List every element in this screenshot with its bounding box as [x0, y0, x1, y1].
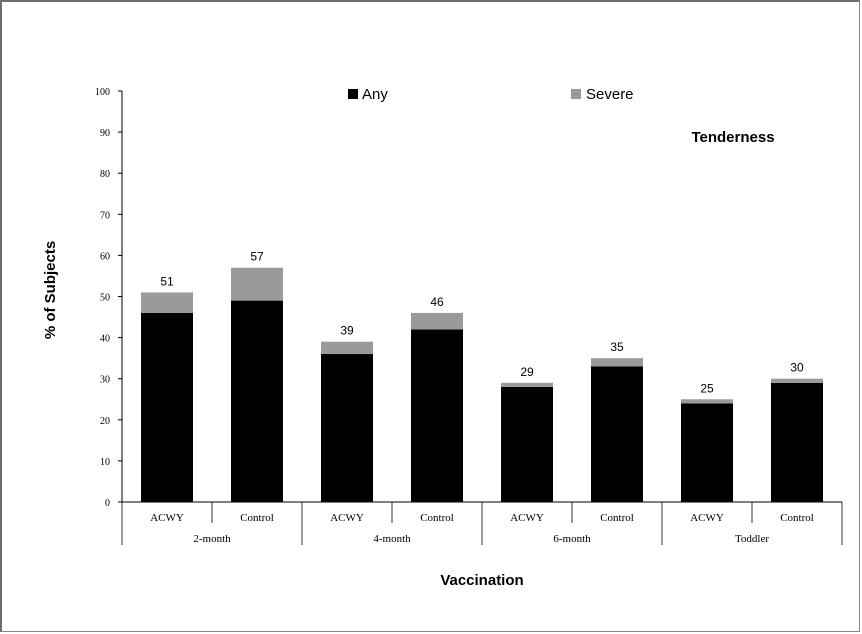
group-label: Toddler: [735, 533, 769, 545]
x-tick-label: ACWY: [510, 512, 544, 524]
bar-total-label: 46: [430, 295, 444, 309]
bar-severe: [591, 358, 643, 367]
legend: Any Severe: [348, 86, 634, 103]
x-axis-label: Vaccination: [440, 572, 523, 589]
x-tick-label: Control: [420, 512, 454, 524]
y-tick-label: 20: [100, 416, 110, 427]
group-label: 6-month: [553, 533, 591, 545]
x-tick-label: Control: [240, 512, 274, 524]
y-tick-label: 90: [100, 128, 110, 139]
legend-swatch-any: [348, 89, 358, 99]
y-tick-label: 10: [100, 457, 110, 468]
bar-severe: [501, 382, 553, 387]
x-tick-label: ACWY: [150, 512, 184, 524]
bar-severe: [321, 341, 373, 355]
bar-any: [771, 382, 823, 502]
bar-total-label: 57: [250, 250, 264, 264]
y-tick-label: 80: [100, 169, 110, 180]
y-tick-label: 50: [100, 293, 110, 304]
y-tick-label: 60: [100, 251, 110, 262]
y-tick-label: 30: [100, 375, 110, 386]
legend-swatch-severe: [571, 89, 581, 99]
bar-any: [681, 403, 733, 502]
x-tick-label: Control: [600, 512, 634, 524]
bar-total-label: 30: [790, 361, 804, 375]
group-label: 2-month: [193, 533, 231, 545]
bar-severe: [771, 378, 823, 383]
y-axis-label: % of Subjects: [42, 241, 59, 339]
bar-severe: [141, 292, 193, 313]
bar-total-label: 51: [160, 274, 174, 288]
y-tick-label: 100: [95, 87, 110, 98]
bar-total-label: 39: [340, 324, 354, 338]
bar-any: [141, 312, 193, 502]
bar-severe: [681, 399, 733, 404]
bar-total-label: 29: [520, 365, 534, 379]
group-label: 4-month: [373, 533, 411, 545]
x-tick-label: Control: [780, 512, 814, 524]
bar-total-label: 25: [700, 381, 714, 395]
bar-total-label: 35: [610, 340, 624, 354]
bars: [141, 267, 823, 502]
legend-label-severe: Severe: [586, 86, 634, 103]
y-tick-label: 0: [105, 498, 110, 509]
bar-any: [321, 354, 373, 502]
bar-any: [411, 329, 463, 502]
y-tick-label: 70: [100, 210, 110, 221]
x-tick-label: ACWY: [690, 512, 724, 524]
data-labels: 51 57 39 46 29 35 25 30: [160, 250, 804, 396]
bar-any: [591, 366, 643, 502]
y-tick-label: 40: [100, 334, 110, 345]
bar-any: [501, 386, 553, 502]
chart-title: Tenderness: [691, 129, 774, 146]
bar-severe: [411, 312, 463, 330]
bar-any: [231, 300, 283, 502]
legend-label-any: Any: [362, 86, 388, 103]
bar-severe: [231, 267, 283, 301]
x-tick-label: ACWY: [330, 512, 364, 524]
